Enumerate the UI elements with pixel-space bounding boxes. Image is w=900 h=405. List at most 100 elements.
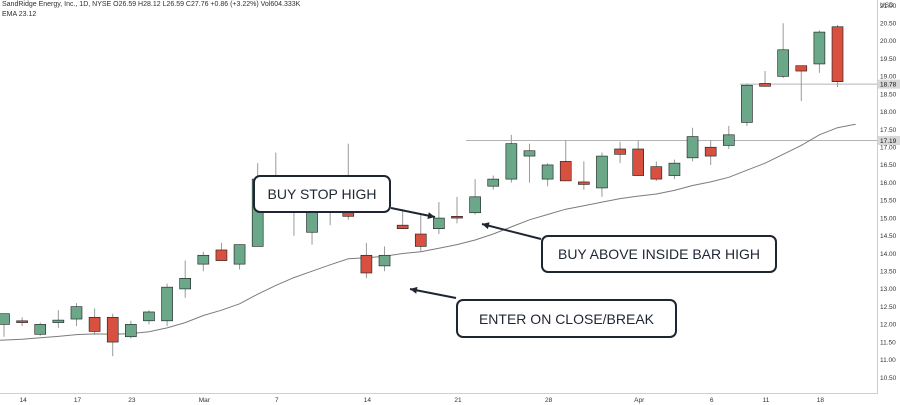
candle-body-up [433,217,445,229]
candle [541,163,554,187]
candle-body-up [70,306,83,320]
candle-body-up [541,164,554,180]
candle [451,196,463,224]
y-tick-label: 19.50 [880,56,897,63]
candle [179,260,191,298]
candle [469,179,481,215]
candle-body-up [596,155,608,189]
candle [52,310,65,328]
candle [433,202,445,235]
x-tick-label: 14 [364,397,372,404]
candle [578,161,590,190]
candle-body-up [233,244,246,265]
candle-body-up [197,254,210,265]
candle [795,65,808,102]
candle [596,152,608,197]
y-tick-label: 11.00 [880,357,896,364]
y-tick-label: 18.50 [880,91,897,98]
candle-body-down [396,224,409,230]
candle [487,175,500,190]
symbol-legend: SandRidge Energy, Inc., 1D, NYSE O26.59 … [2,1,301,8]
candle [70,303,83,327]
candle-body-up [668,162,681,176]
x-tick-label: 28 [545,397,553,404]
y-tick-label: 13.50 [880,269,897,276]
candle-body-up [469,196,481,214]
arrow-buy-stop-head [427,212,435,219]
candle [125,320,137,339]
candle [215,242,228,261]
x-tick-label: 14 [20,397,28,404]
candle-body-down [215,249,228,261]
currency-label: USD [880,2,894,9]
candle [88,308,101,335]
candle-body-down [559,161,572,182]
candle-body-up [125,324,137,338]
candle-body-down [831,26,844,82]
candle [759,71,771,87]
candle [650,161,663,181]
callout-buy-stop-high: BUY STOP HIGH [253,175,391,213]
candle [668,159,681,180]
candle [505,134,518,183]
candle-body-up [813,31,826,65]
candle-body-up [523,150,536,157]
candle [614,141,626,164]
candle [143,310,155,325]
candle [523,143,536,183]
x-tick-label: 11 [763,397,770,404]
candle-body-up [487,178,500,187]
candle-body-down [795,65,808,72]
candle-body-down [88,316,101,332]
candle [233,244,246,270]
candle-body-down [578,181,590,185]
candle-body-down [650,166,663,180]
y-tick-label: 12.00 [880,322,897,329]
y-tick-label: 14.00 [880,251,897,258]
candle-body-down [360,254,373,274]
y-tick-label: 20.00 [880,38,897,45]
candle [704,140,717,165]
arrow-enter-line [409,288,457,299]
arrow-buy-stop-line [390,207,436,218]
candle-body-up [505,143,518,180]
candle [741,83,753,126]
x-tick-label: Apr [634,397,645,404]
candle-body-up [34,324,47,335]
candle [378,246,391,272]
arrow-inside-bar-head [482,222,490,230]
price-label-bg [878,135,900,145]
x-tick-label: Mar [199,397,211,404]
y-tick-label: 20.50 [880,21,897,28]
candle-body-up [741,84,753,123]
arrow-enter-head [410,286,418,294]
x-tick-label: 6 [710,397,714,404]
x-tick-label: 18 [817,397,825,404]
candle [831,24,844,87]
candle-body-up [179,277,191,290]
candle [722,125,735,149]
candle-body-down [106,316,119,343]
x-tick-label: 17 [74,397,82,404]
candle-body-up [0,313,10,325]
y-tick-label: 14.50 [880,233,897,240]
candle [813,30,826,73]
candle [632,140,645,176]
candle-body-down [614,148,626,155]
candle-body-up [777,49,789,77]
candle-body-down [759,83,771,87]
candle-body-up [686,136,699,159]
candle [777,23,789,79]
y-tick-label: 21.00 [880,3,897,10]
candle [161,283,173,327]
y-tick-label: 13.00 [880,286,897,293]
y-tick-label: 15.00 [880,215,897,222]
x-tick-label: 7 [275,397,279,404]
y-tick-label: 10.50 [880,375,897,382]
candle [414,214,427,252]
price-label: 17.19 [880,138,897,145]
y-tick-label: 17.50 [880,127,897,134]
ema-line [0,123,856,341]
